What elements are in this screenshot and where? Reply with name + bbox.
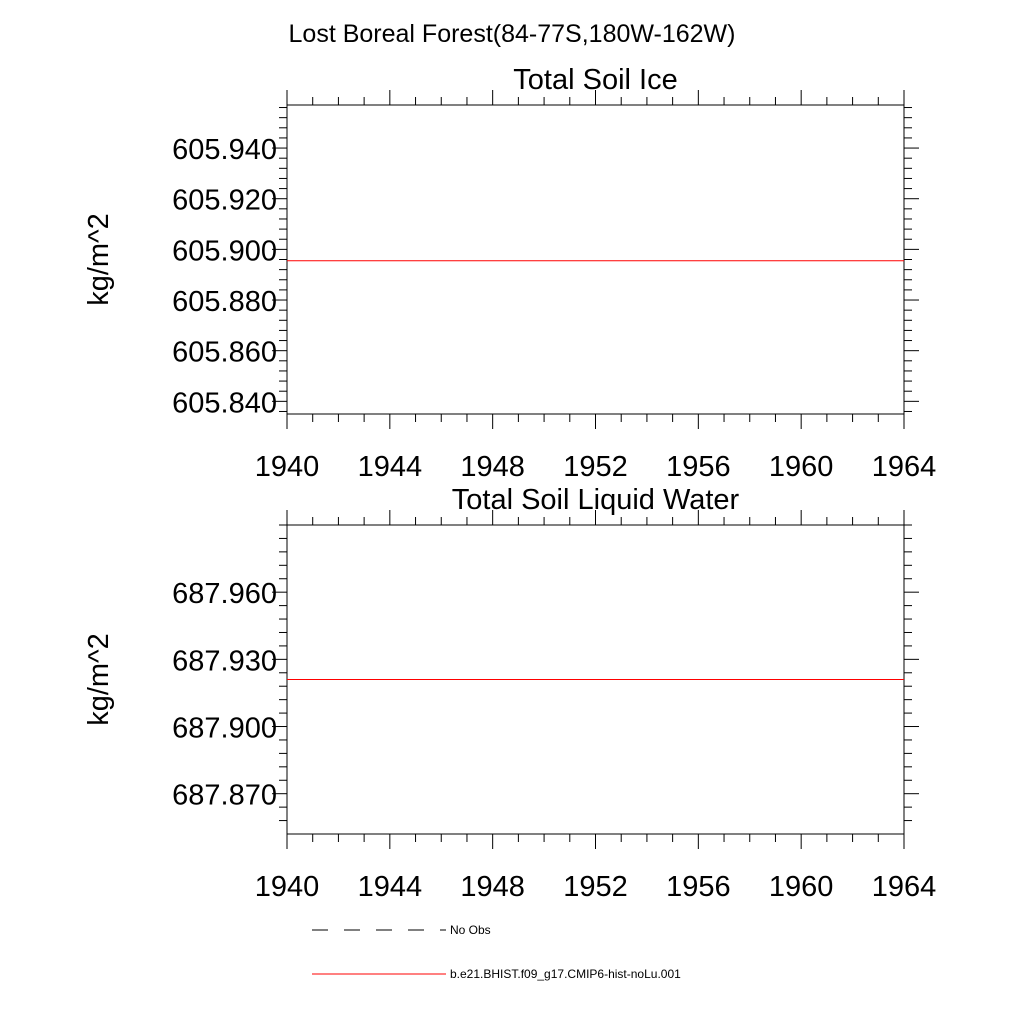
y-tick-label: 687.870 (172, 780, 277, 812)
x-tick-label: 1952 (563, 871, 628, 903)
legend-item: No Obs (312, 923, 491, 937)
x-tick-label: 1964 (872, 451, 937, 483)
y-axis-label: kg/m^2 (83, 633, 115, 726)
x-tick-label: 1952 (563, 451, 628, 483)
x-tick-label: 1940 (255, 451, 320, 483)
x-tick-label: 1964 (872, 871, 937, 903)
legend-item: b.e21.BHIST.f09_g17.CMIP6-hist-noLu.001 (312, 967, 681, 981)
x-tick-label: 1948 (460, 451, 525, 483)
plot-frame (286, 104, 905, 415)
y-tick-label: 687.900 (172, 713, 277, 745)
y-tick-label: 605.860 (172, 337, 277, 369)
y-axis-label: kg/m^2 (83, 213, 115, 306)
x-tick-label: 1940 (255, 871, 320, 903)
y-tick-label: 605.840 (172, 387, 277, 419)
x-tick-label: 1944 (358, 451, 423, 483)
y-tick-label: 687.930 (172, 645, 277, 677)
legend-label: b.e21.BHIST.f09_g17.CMIP6-hist-noLu.001 (450, 967, 681, 981)
legend-label: No Obs (450, 923, 491, 937)
x-tick-label: 1944 (358, 871, 423, 903)
legend: No Obs b.e21.BHIST.f09_g17.CMIP6-hist-noL… (312, 923, 681, 981)
x-tick-label: 1956 (666, 871, 731, 903)
x-tick-label: 1948 (460, 871, 525, 903)
figure-title: Lost Boreal Forest(84-77S,180W-162W) (289, 20, 736, 48)
x-tick-label: 1956 (666, 451, 731, 483)
y-tick-label: 605.940 (172, 134, 277, 166)
y-tick-label: 687.960 (172, 578, 277, 610)
y-tick-label: 605.880 (172, 286, 277, 318)
y-tick-label: 605.920 (172, 185, 277, 217)
y-tick-label: 605.900 (172, 235, 277, 267)
x-tick-label: 1960 (769, 451, 834, 483)
x-tick-label: 1960 (769, 871, 834, 903)
